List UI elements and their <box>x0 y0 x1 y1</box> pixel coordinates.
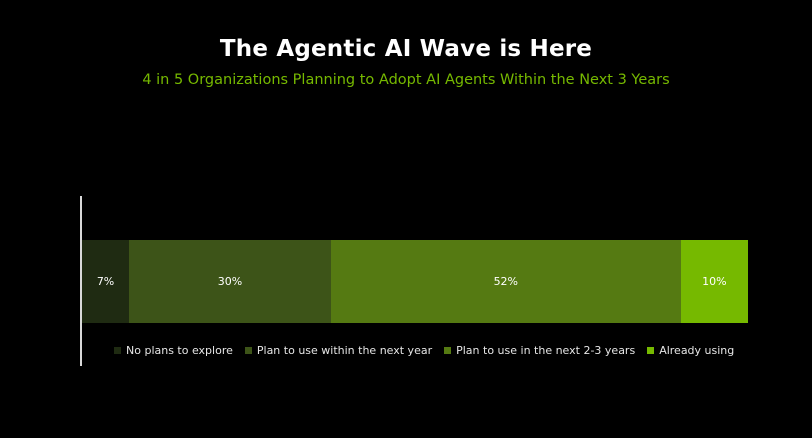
axis-line <box>80 196 82 366</box>
legend-item: No plans to explore <box>114 344 233 357</box>
legend: No plans to explore Plan to use within th… <box>114 341 734 359</box>
bar-segment-label: 30% <box>217 275 243 288</box>
bar-segment-2: 30% <box>129 240 331 323</box>
bar-segment-label: 52% <box>493 275 519 288</box>
legend-item: Plan to use in the next 2-3 years <box>444 344 635 357</box>
stacked-bar: 7% 30% 52% 10% <box>82 240 748 323</box>
legend-label: Plan to use within the next year <box>256 343 433 357</box>
bar-segment-3: 52% <box>330 240 681 323</box>
legend-swatch <box>647 346 655 354</box>
legend-label: Plan to use in the next 2-3 years <box>456 343 636 357</box>
legend-item: Plan to use within the next year <box>244 343 433 357</box>
legend-swatch <box>444 346 452 354</box>
bar-segment-4: 10% <box>680 240 748 323</box>
legend-label: Already using <box>659 343 735 357</box>
bar-segment-label: 7% <box>96 275 115 288</box>
chart-subtitle: 4 in 5 Organizations Planning to Adopt A… <box>142 72 670 88</box>
legend-label: No plans to explore <box>126 343 233 357</box>
chart-title: The Agentic AI Wave is Here <box>219 36 593 62</box>
legend-swatch <box>114 346 121 354</box>
bar-segment-1: 7% <box>82 240 130 323</box>
legend-item: Already using <box>647 344 734 357</box>
bar-segment-label: 10% <box>702 275 727 288</box>
legend-swatch <box>244 346 252 354</box>
